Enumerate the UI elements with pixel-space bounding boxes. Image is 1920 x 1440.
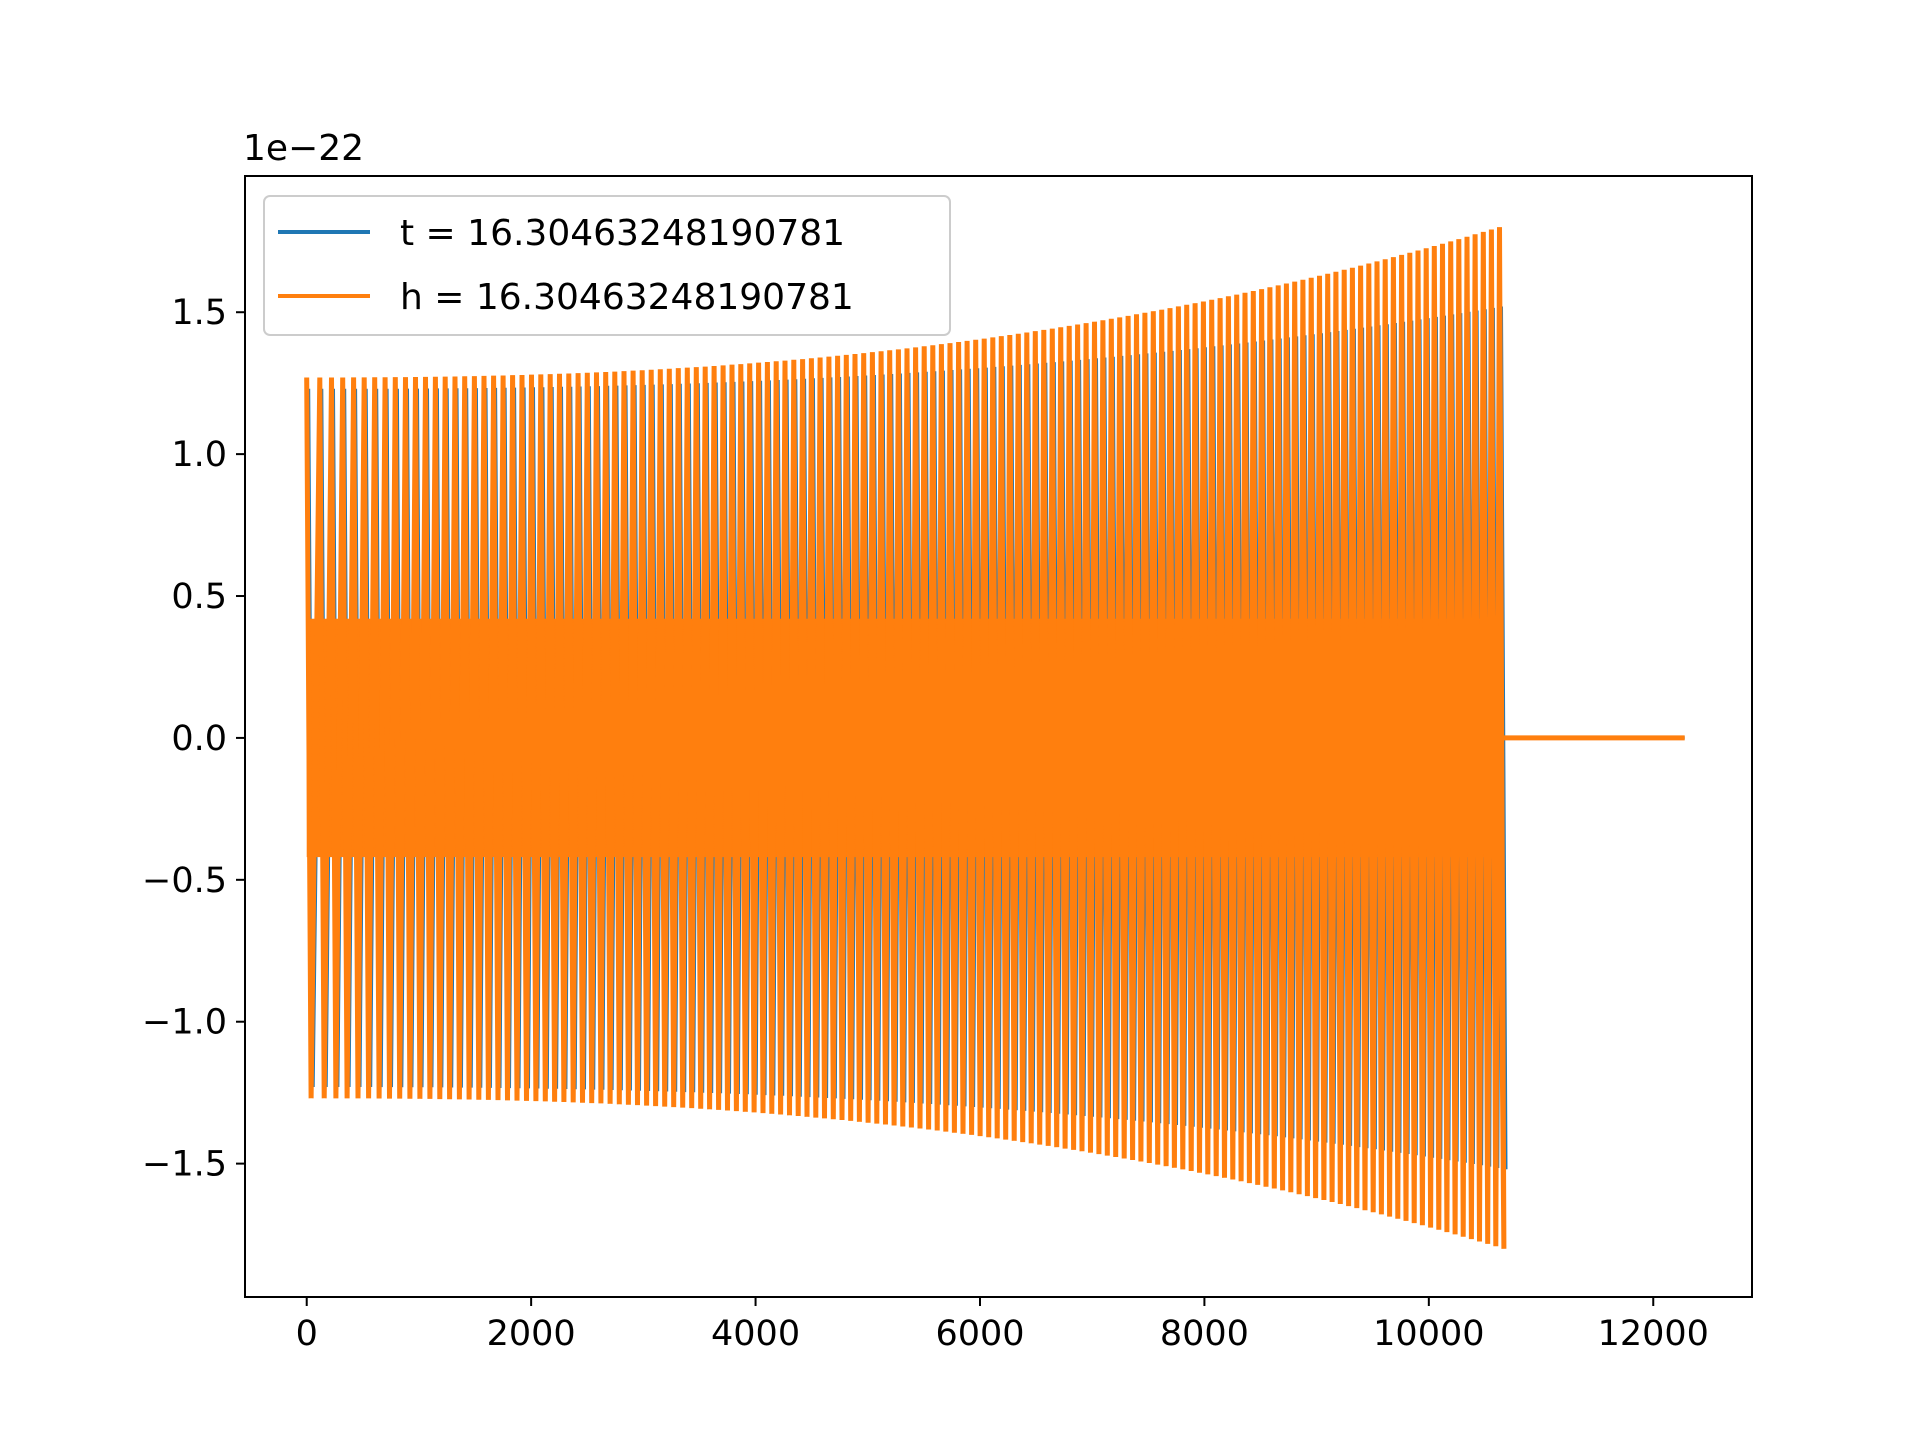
legend-box [263, 195, 951, 336]
legend-label: h = 16.30463248190781 [400, 277, 854, 318]
y-tick-label: −0.5 [142, 861, 227, 901]
x-tick-label: 10000 [1373, 1314, 1484, 1354]
x-tick-label: 12000 [1598, 1314, 1709, 1354]
y-tick-label: 1.5 [171, 293, 227, 333]
y-tick-label: 0.5 [171, 577, 227, 617]
y-tick-label: −1.0 [142, 1003, 227, 1043]
x-tick-label: 6000 [935, 1314, 1024, 1354]
series-h-line [304, 227, 1685, 1249]
y-tick-label: −1.5 [142, 1145, 227, 1185]
y-tick-label: 1.0 [171, 435, 227, 475]
legend-label: t = 16.30463248190781 [400, 213, 845, 254]
legend: t = 16.30463248190781 h = 16.304632481907… [263, 195, 951, 336]
x-axis: 0 2000 4000 6000 8000 10000 12000 [296, 1297, 1709, 1354]
y-offset-label: 1e−22 [243, 128, 364, 169]
x-tick-label: 2000 [487, 1314, 576, 1354]
series-layer [304, 227, 1685, 1249]
y-tick-label: 0.0 [171, 719, 227, 759]
x-tick-label: 8000 [1160, 1314, 1249, 1354]
y-axis: −1.5 −1.0 −0.5 0.0 0.5 1.0 1.5 [142, 293, 245, 1185]
x-tick-label: 4000 [711, 1314, 800, 1354]
x-tick-label: 0 [296, 1314, 318, 1354]
plot-frame [244, 175, 1753, 1298]
